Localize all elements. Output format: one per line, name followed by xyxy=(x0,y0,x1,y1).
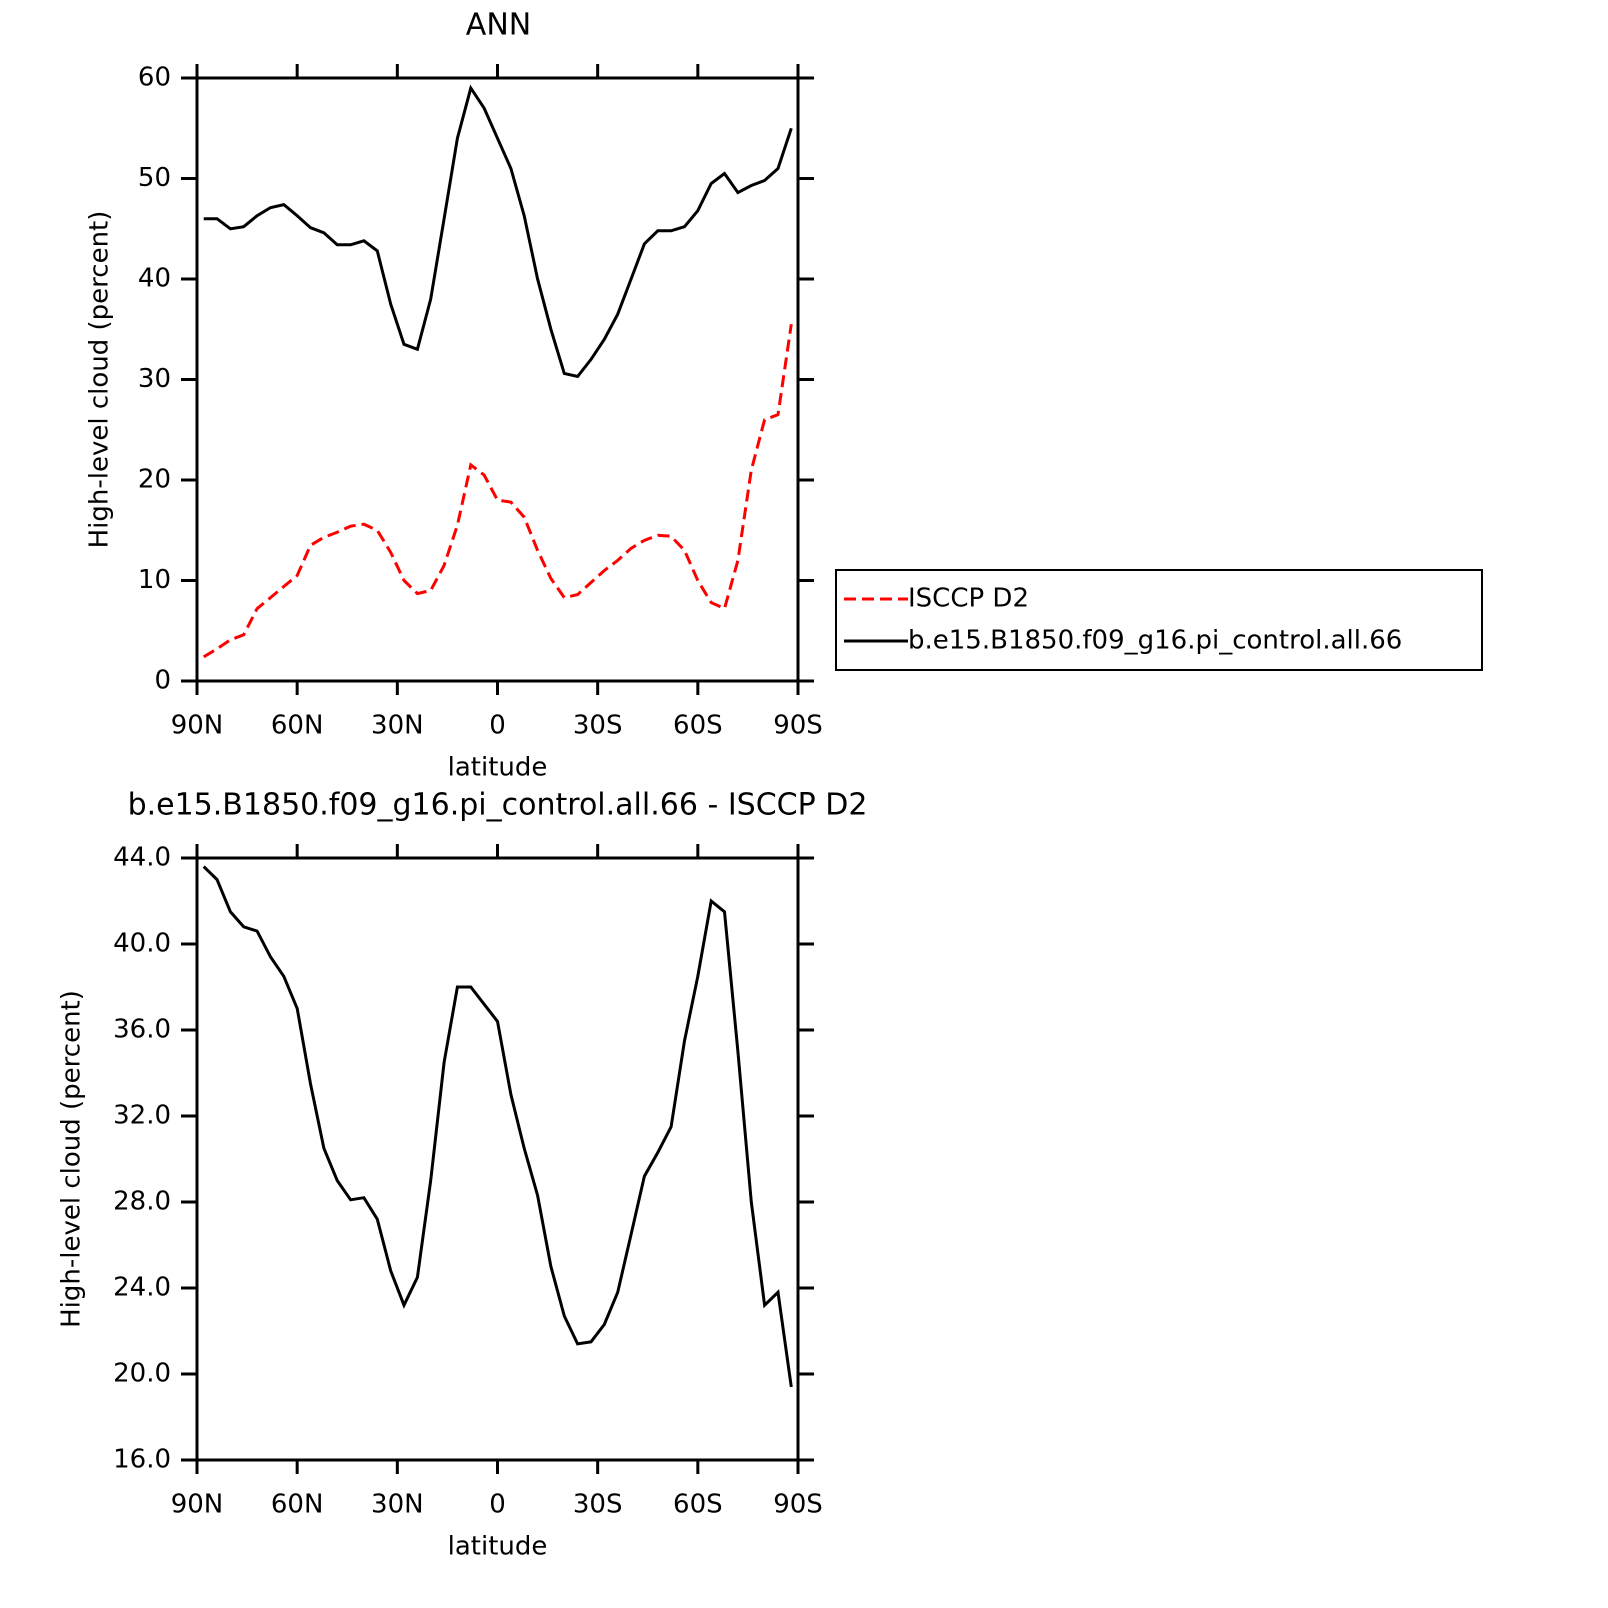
x-tick-label: 30N xyxy=(371,711,424,741)
x-tick-label: 30S xyxy=(573,1490,623,1520)
y-axis-label: High-level cloud (percent) xyxy=(57,990,87,1328)
x-axis-label: latitude xyxy=(448,1532,548,1562)
x-tick-label: 90N xyxy=(171,1490,224,1520)
plot-frame xyxy=(195,856,800,1462)
data-line xyxy=(202,865,793,1388)
y-tick-label: 28.0 xyxy=(113,1187,171,1217)
plot-frame xyxy=(195,76,800,683)
x-tick-label: 30S xyxy=(573,711,623,741)
x-tick-label: 60N xyxy=(271,1490,324,1520)
x-tick-label: 0 xyxy=(489,1490,506,1520)
x-tick-label: 60S xyxy=(673,1490,723,1520)
y-tick-label: 16.0 xyxy=(113,1445,171,1475)
y-tick-label: 20.0 xyxy=(113,1359,171,1389)
x-tick-label: 60N xyxy=(271,711,324,741)
y-axis-label: High-level cloud (percent) xyxy=(85,211,115,549)
x-tick-label: 90N xyxy=(171,711,224,741)
y-tick-label: 50 xyxy=(138,163,171,193)
y-tick-label: 10 xyxy=(138,565,171,595)
legend-label: ISCCP D2 xyxy=(908,584,1029,614)
y-tick-label: 40.0 xyxy=(113,929,171,959)
x-tick-label: 30N xyxy=(371,1490,424,1520)
chart-title: ANN xyxy=(466,8,531,43)
x-tick-label: 90S xyxy=(773,1490,823,1520)
x-axis-label: latitude xyxy=(448,753,548,783)
x-tick-label: 90S xyxy=(773,711,823,741)
y-tick-label: 0 xyxy=(154,666,171,696)
y-tick-label: 30 xyxy=(138,364,171,394)
x-tick-label: 60S xyxy=(673,711,723,741)
y-tick-label: 32.0 xyxy=(113,1101,171,1131)
data-line xyxy=(202,323,793,659)
data-line xyxy=(203,84,793,379)
y-tick-label: 60 xyxy=(138,63,171,93)
x-tick-label: 0 xyxy=(489,711,506,741)
chart-title: b.e15.B1850.f09_g16.pi_control.all.66 - … xyxy=(128,788,868,823)
y-tick-label: 40 xyxy=(138,264,171,294)
y-tick-label: 44.0 xyxy=(113,843,171,873)
legend-box xyxy=(835,569,1483,671)
legend-label: b.e15.B1850.f09_g16.pi_control.all.66 xyxy=(908,626,1402,656)
y-tick-label: 20 xyxy=(138,465,171,495)
y-tick-label: 36.0 xyxy=(113,1015,171,1045)
y-tick-label: 24.0 xyxy=(113,1273,171,1303)
